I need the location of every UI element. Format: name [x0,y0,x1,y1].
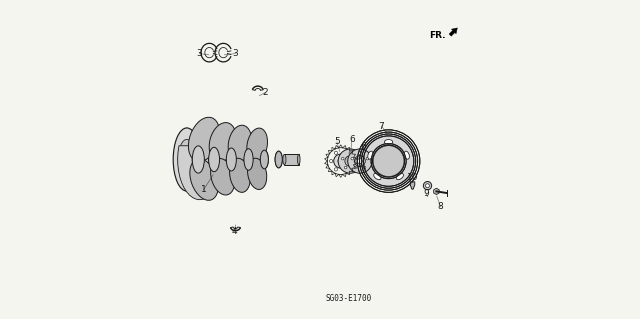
Circle shape [381,153,396,169]
Polygon shape [410,182,415,189]
Ellipse shape [248,158,267,189]
Text: 8: 8 [438,202,444,211]
Text: 7: 7 [379,122,385,130]
Ellipse shape [260,150,268,169]
Polygon shape [284,154,299,165]
Circle shape [355,156,365,167]
Ellipse shape [244,149,253,170]
Ellipse shape [178,139,195,180]
Ellipse shape [228,125,252,162]
Circle shape [342,157,344,160]
Ellipse shape [227,148,236,171]
Circle shape [333,154,348,168]
Ellipse shape [244,149,253,170]
Circle shape [356,157,359,160]
Text: 5: 5 [334,137,340,146]
Text: SG03-E1700: SG03-E1700 [326,294,372,303]
Circle shape [364,166,366,169]
Circle shape [344,151,347,154]
Ellipse shape [368,151,373,159]
Circle shape [344,166,347,169]
Ellipse shape [260,150,268,169]
Circle shape [348,159,353,164]
Text: 2: 2 [262,88,268,97]
Circle shape [338,149,362,173]
Circle shape [385,158,392,164]
Polygon shape [178,146,222,200]
Ellipse shape [230,158,250,192]
Circle shape [348,149,372,173]
Ellipse shape [192,146,204,173]
Ellipse shape [227,148,236,171]
Text: 6: 6 [349,135,355,144]
Text: FR.: FR. [429,31,446,40]
Ellipse shape [374,174,381,180]
Circle shape [354,166,356,169]
Polygon shape [449,28,458,36]
Circle shape [334,168,337,171]
Ellipse shape [298,154,300,165]
Text: 1: 1 [201,185,207,194]
Circle shape [362,134,416,188]
Ellipse shape [209,147,220,172]
Circle shape [338,158,344,164]
Circle shape [426,184,429,188]
Ellipse shape [190,159,218,200]
Ellipse shape [188,117,220,161]
Ellipse shape [385,140,393,145]
Circle shape [373,146,404,176]
Circle shape [349,160,352,163]
Text: 3: 3 [196,49,202,58]
Circle shape [334,151,337,154]
Ellipse shape [184,154,189,165]
Ellipse shape [247,128,268,162]
Text: 4: 4 [232,227,237,236]
Ellipse shape [275,151,282,168]
Ellipse shape [404,151,410,159]
Ellipse shape [283,154,286,165]
Ellipse shape [209,147,220,172]
Circle shape [349,152,351,154]
Ellipse shape [173,128,200,191]
Text: 6: 6 [360,142,366,151]
Ellipse shape [211,159,235,195]
Circle shape [345,156,356,167]
Text: 3: 3 [232,49,238,58]
Circle shape [354,166,356,169]
Text: 10: 10 [408,173,419,182]
Ellipse shape [209,122,236,162]
Circle shape [423,182,431,190]
Circle shape [357,159,362,164]
Circle shape [358,152,361,154]
Ellipse shape [192,146,204,173]
Text: 9: 9 [423,189,429,198]
Ellipse shape [275,151,282,168]
Polygon shape [434,188,439,195]
Circle shape [330,160,333,163]
Circle shape [344,168,347,171]
Ellipse shape [396,174,403,180]
Circle shape [366,157,369,160]
Circle shape [351,157,353,160]
